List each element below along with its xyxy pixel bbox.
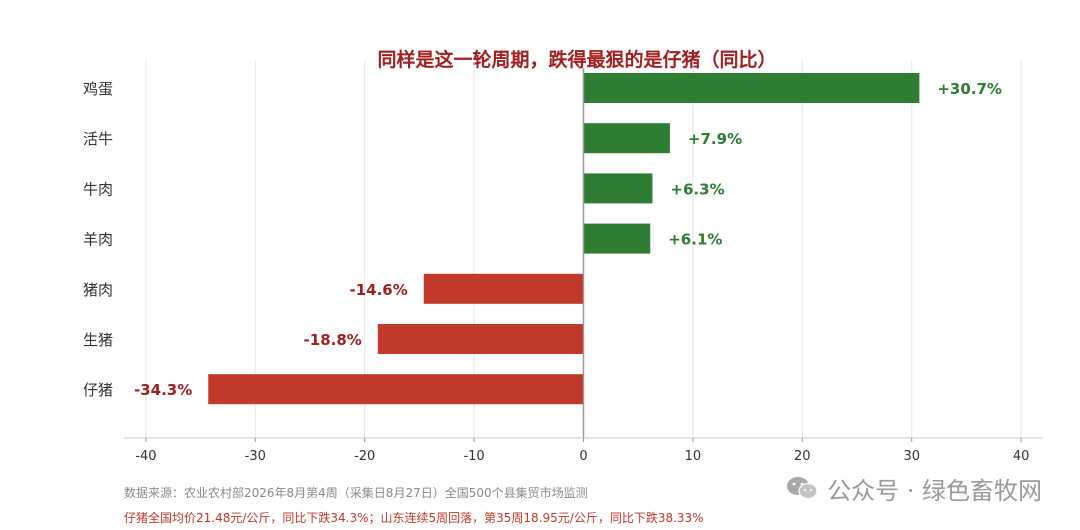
data-label: -18.8% xyxy=(304,331,362,349)
source-note: 数据来源：农业农村部2026年8月第4周（采集日8月27日）全国500个县集贸市… xyxy=(124,486,588,500)
watermark: 公众号 · 绿色畜牧网 xyxy=(785,472,1042,505)
x-tick-label: -10 xyxy=(463,449,484,464)
gridlines xyxy=(145,60,1022,438)
highlight-note: 仔猪全国均价21.48元/公斤，同比下跌34.3%；山东连续5周回落，第35周1… xyxy=(124,511,704,525)
x-tick-label: 0 xyxy=(579,449,587,464)
category-label: 鸡蛋 xyxy=(83,80,113,98)
x-tick-label: -20 xyxy=(354,449,375,464)
category-label: 生猪 xyxy=(83,331,113,349)
bar xyxy=(423,273,584,304)
bar-chart: 同样是这一轮周期，跌得最狠的是仔猪（同比） +30.7% +7.9% +6.3% +6… xyxy=(83,48,1043,464)
x-tick-label: 40 xyxy=(1013,449,1030,464)
category-label: 仔猪 xyxy=(83,381,113,399)
category-label: 羊肉 xyxy=(83,231,113,249)
x-tick-label: -30 xyxy=(245,449,266,464)
chart-title: 同样是这一轮周期，跌得最狠的是仔猪（同比） xyxy=(377,48,776,71)
data-label: -34.3% xyxy=(134,381,192,399)
bar xyxy=(208,374,584,405)
x-tick-label: 10 xyxy=(685,449,702,464)
category-label: 牛肉 xyxy=(83,180,113,198)
bars-group: +30.7% +7.9% +6.3% +6.1% -14.6% -18.8% -34.3% xyxy=(134,73,1002,405)
data-label: +6.3% xyxy=(670,180,724,198)
wechat-icon xyxy=(787,477,818,500)
data-label: -14.6% xyxy=(350,281,408,299)
bar xyxy=(583,173,653,204)
category-label: 猪肉 xyxy=(83,281,113,299)
x-tick-label: 30 xyxy=(903,449,920,464)
bar xyxy=(583,73,920,103)
bar xyxy=(583,123,670,154)
bar xyxy=(377,324,584,354)
bar xyxy=(583,223,651,254)
data-label: +6.1% xyxy=(668,231,722,249)
category-label: 活牛 xyxy=(83,130,113,148)
data-label: +30.7% xyxy=(937,80,1002,98)
watermark-text: 公众号 · 绿色畜牧网 xyxy=(827,476,1042,505)
data-label: +7.9% xyxy=(688,130,742,148)
x-tick-label: 20 xyxy=(794,449,811,464)
x-tick-label: -40 xyxy=(135,449,156,464)
